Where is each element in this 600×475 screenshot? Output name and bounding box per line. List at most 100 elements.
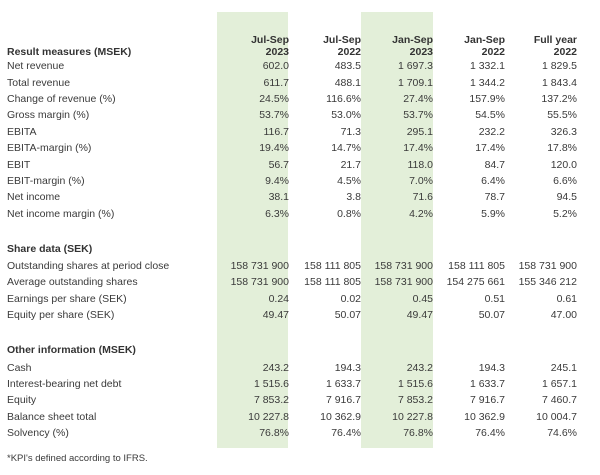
value-cell: 295.1	[406, 125, 433, 138]
row-label: Balance sheet total	[7, 410, 97, 423]
value-cell: 71.6	[412, 191, 433, 204]
result-measures-body: Net revenue 602.0 483.5 1 697.3 1 332.1 1 829…	[7, 58, 585, 222]
value-cell: 158 731 900	[374, 276, 433, 289]
value-cell: 55.5%	[547, 109, 577, 122]
value-cell: 326.3	[550, 125, 577, 138]
spacer-row	[7, 222, 585, 240]
value-cell: 0.24	[268, 292, 289, 305]
value-cell: 49.47	[262, 309, 289, 322]
value-cell: 84.7	[484, 158, 505, 171]
share-data-body: Outstanding shares at period close 158 73…	[7, 258, 585, 324]
value-cell: 10 227.8	[392, 410, 433, 423]
value-cell: 76.4%	[475, 427, 505, 440]
value-cell: 194.3	[334, 361, 361, 374]
table-row: Gross margin (%) 53.7% 53.0% 53.7% 54.5% 55.5…	[7, 107, 585, 123]
value-cell: 1 697.3	[397, 60, 433, 73]
value-cell: 243.2	[406, 361, 433, 374]
value-cell: 0.45	[412, 292, 433, 305]
value-cell: 245.1	[550, 361, 577, 374]
value-cell: 53.7%	[259, 109, 289, 122]
value-cell: 0.02	[340, 292, 361, 305]
value-cell: 116.6%	[326, 92, 361, 105]
value-cell: 56.7	[268, 158, 289, 171]
kpi-table: Result measures (MSEK) Jul-Sep 2023 Jul-S…	[7, 30, 585, 441]
highlight-column-jan-sep-2023	[361, 12, 433, 448]
row-label: Gross margin (%)	[7, 109, 90, 122]
section-header-row: Other information (MSEK)	[7, 341, 585, 359]
value-cell: 0.51	[484, 292, 505, 305]
value-cell: 1 843.4	[541, 76, 577, 89]
value-cell: 158 731 900	[230, 276, 289, 289]
value-cell: 602.0	[262, 60, 289, 73]
table-row: Earnings per share (SEK) 0.24 0.02 0.45 0.51…	[7, 291, 585, 307]
value-cell: 243.2	[262, 361, 289, 374]
table-row: EBIT-margin (%) 9.4% 4.5% 7.0% 6.4% 6.6%	[7, 173, 585, 189]
value-cell: 1 709.1	[397, 76, 433, 89]
row-label: Earnings per share (SEK)	[7, 292, 127, 305]
value-cell: 157.9%	[469, 92, 505, 105]
value-cell: 1 332.1	[469, 60, 505, 73]
value-cell: 4.5%	[337, 174, 361, 187]
value-cell: 6.3%	[265, 207, 289, 220]
section-header-row: Share data (SEK)	[7, 240, 585, 258]
value-cell: 1 515.6	[397, 378, 433, 391]
value-cell: 14.7%	[331, 142, 361, 155]
row-label: Solvency (%)	[7, 427, 69, 440]
value-cell: 17.4%	[475, 142, 505, 155]
value-cell: 76.8%	[259, 427, 289, 440]
table-row: EBITA 116.7 71.3 295.1 232.2 326.3	[7, 124, 585, 140]
value-cell: 7.0%	[409, 174, 433, 187]
row-label: EBITA	[7, 125, 37, 138]
column-header: Full year 2022	[533, 34, 577, 58]
value-cell: 47.00	[550, 309, 577, 322]
value-cell: 71.3	[340, 125, 361, 138]
table-row: Average outstanding shares 158 731 900 158…	[7, 274, 585, 290]
value-cell: 50.07	[334, 309, 361, 322]
value-cell: 6.4%	[481, 174, 505, 187]
value-cell: 483.5	[334, 60, 361, 73]
value-cell: 7 853.2	[397, 394, 433, 407]
spacer-row	[7, 323, 585, 341]
table-row: Cash 243.2 194.3 243.2 194.3 245.1	[7, 359, 585, 375]
value-cell: 5.9%	[481, 207, 505, 220]
table-row: Net income margin (%) 6.3% 0.8% 4.2% 5.9% 5.2…	[7, 206, 585, 222]
value-cell: 232.2	[478, 125, 505, 138]
value-cell: 611.7	[263, 76, 290, 89]
column-header: Jul-Sep 2023	[251, 34, 289, 58]
table-row: Solvency (%) 76.8% 76.4% 76.8% 76.4% 74.6%	[7, 425, 585, 441]
value-cell: 7 916.7	[325, 394, 361, 407]
row-label: Interest-bearing net debt	[7, 378, 122, 391]
row-label: Average outstanding shares	[7, 276, 138, 289]
value-cell: 7 853.2	[253, 394, 289, 407]
value-cell: 9.4%	[265, 174, 289, 187]
value-cell: 116.7	[263, 125, 290, 138]
value-cell: 49.47	[406, 309, 433, 322]
table-row: Net income 38.1 3.8 71.6 78.7 94.5	[7, 189, 585, 205]
highlight-column-jul-sep-2023	[217, 12, 288, 448]
value-cell: 488.1	[334, 76, 361, 89]
column-header: Jan-Sep 2022	[464, 34, 505, 58]
value-cell: 158 111 805	[304, 260, 361, 273]
value-cell: 155 346 212	[518, 276, 577, 289]
table-row: Change of revenue (%) 24.5% 116.6% 27.4% 157…	[7, 91, 585, 107]
other-information-heading: Other information (MSEK)	[7, 344, 136, 357]
table-row: EBIT 56.7 21.7 118.0 84.7 120.0	[7, 156, 585, 172]
value-cell: 17.4%	[403, 142, 433, 155]
value-cell: 21.7	[340, 158, 361, 171]
value-cell: 27.4%	[403, 92, 433, 105]
value-cell: 158 111 805	[448, 260, 505, 273]
value-cell: 53.0%	[331, 109, 361, 122]
value-cell: 6.6%	[553, 174, 577, 187]
value-cell: 1 633.7	[325, 378, 361, 391]
value-cell: 3.8	[346, 191, 361, 204]
row-label: EBIT	[7, 158, 31, 171]
value-cell: 118.0	[407, 158, 434, 171]
value-cell: 10 227.8	[248, 410, 289, 423]
value-cell: 10 362.9	[320, 410, 361, 423]
row-label: Net income	[7, 191, 61, 204]
value-cell: 54.5%	[475, 109, 505, 122]
value-cell: 158 731 900	[518, 260, 577, 273]
value-cell: 7 460.7	[541, 394, 577, 407]
value-cell: 158 111 805	[304, 276, 361, 289]
table-row: Total revenue 611.7 488.1 1 709.1 1 344.2 1 8…	[7, 74, 585, 90]
